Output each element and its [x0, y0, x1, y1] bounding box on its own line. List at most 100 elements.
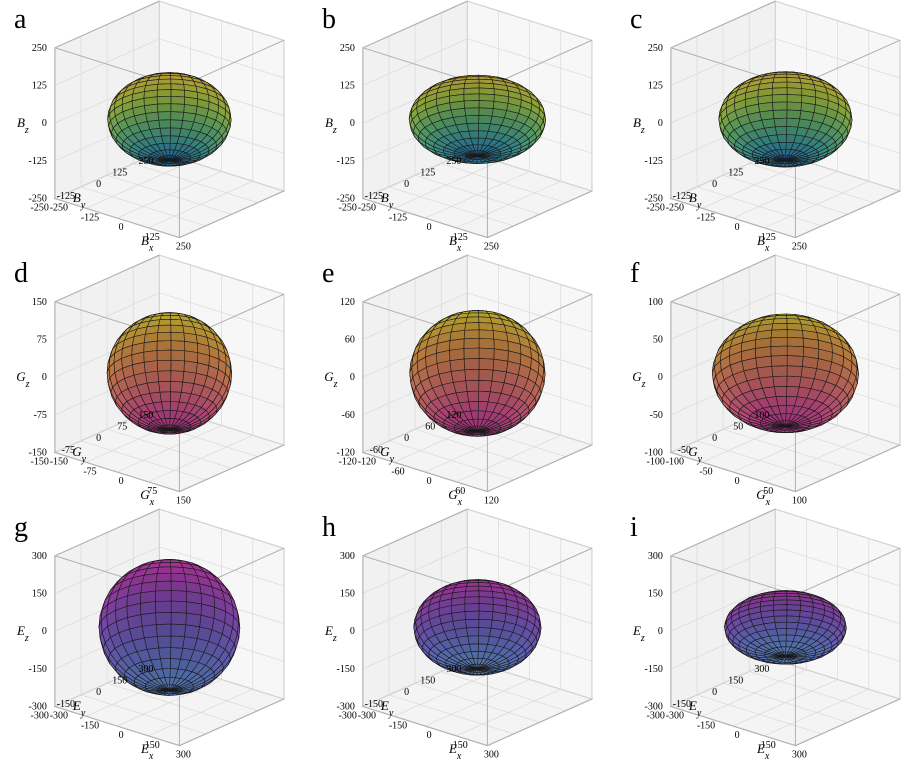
svg-text:0: 0 — [427, 730, 432, 741]
svg-text:300: 300 — [176, 750, 191, 761]
panel-label: f — [630, 258, 639, 290]
svg-text:75: 75 — [37, 334, 47, 345]
panel-svg: -250-1250125250-250-1250125250-250-12501… — [0, 0, 308, 254]
svg-text:-250: -250 — [358, 202, 376, 213]
svg-text:0: 0 — [350, 118, 355, 129]
panel-svg: -250-1250125250-250-1250125250-250-12501… — [616, 0, 924, 254]
svg-text:0: 0 — [712, 179, 717, 190]
svg-text:-250: -250 — [337, 193, 355, 204]
panel-svg: -100-50050100-100-50050100-100-50050100G… — [616, 254, 924, 508]
panel-e: e-120-60060120-120-60060120-120-60060120… — [308, 254, 616, 508]
svg-text:-120: -120 — [358, 456, 376, 467]
svg-text:250: 250 — [138, 156, 153, 167]
svg-text:0: 0 — [404, 433, 409, 444]
svg-text:-120: -120 — [337, 447, 355, 458]
svg-text:125: 125 — [648, 80, 663, 91]
svg-text:125: 125 — [340, 80, 355, 91]
svg-text:0: 0 — [712, 433, 717, 444]
svg-text:0: 0 — [735, 476, 740, 487]
svg-text:75: 75 — [117, 422, 127, 433]
svg-text:60: 60 — [345, 334, 355, 345]
svg-text:250: 250 — [754, 156, 769, 167]
svg-text:125: 125 — [420, 168, 435, 179]
svg-text:-150: -150 — [81, 720, 99, 731]
panel-g: g-300-1500150300-300-1500150300-300-1500… — [0, 508, 308, 762]
panel-svg: -300-1500150300-300-1500150300-300-15001… — [308, 508, 616, 762]
svg-text:100: 100 — [754, 410, 769, 421]
svg-text:Gz: Gz — [16, 369, 29, 390]
svg-text:-100: -100 — [645, 447, 663, 458]
panel-svg: -120-60060120-120-60060120-120-60060120G… — [308, 254, 616, 508]
panel-c: c-250-1250125250-250-1250125250-250-1250… — [616, 0, 924, 254]
panel-i: i-300-1500150300-300-1500150300-300-1500… — [616, 508, 924, 762]
svg-text:-125: -125 — [29, 156, 47, 167]
svg-text:300: 300 — [138, 664, 153, 675]
panel-svg: -300-1500150300-300-1500150300-300-15001… — [616, 508, 924, 762]
svg-text:-250: -250 — [29, 193, 47, 204]
svg-text:300: 300 — [32, 551, 47, 562]
svg-text:Bz: Bz — [633, 115, 645, 136]
svg-text:0: 0 — [658, 118, 663, 129]
panel-h: h-300-1500150300-300-1500150300-300-1500… — [308, 508, 616, 762]
svg-text:-250: -250 — [666, 202, 684, 213]
panel-a: a-250-1250125250-250-1250125250-250-1250… — [0, 0, 308, 254]
svg-text:0: 0 — [119, 222, 124, 233]
svg-text:0: 0 — [42, 626, 47, 637]
svg-text:120: 120 — [340, 297, 355, 308]
svg-text:Gz: Gz — [632, 369, 645, 390]
svg-text:0: 0 — [350, 626, 355, 637]
svg-text:-125: -125 — [337, 156, 355, 167]
svg-text:-75: -75 — [83, 466, 96, 477]
svg-text:150: 150 — [138, 410, 153, 421]
panel-label: a — [14, 4, 26, 36]
svg-text:150: 150 — [32, 297, 47, 308]
svg-text:150: 150 — [176, 496, 191, 507]
figure-grid: a -250 -125 0 125 250 -250 -125 0 125 250 -250 -125 0… — [0, 0, 924, 762]
svg-text:-60: -60 — [342, 410, 355, 421]
svg-text:-300: -300 — [337, 701, 355, 712]
svg-text:250: 250 — [648, 43, 663, 54]
svg-text:-150: -150 — [29, 447, 47, 458]
svg-text:150: 150 — [32, 588, 47, 599]
panel-f: f-100-50050100-100-50050100-100-50050100… — [616, 254, 924, 508]
svg-text:0: 0 — [96, 687, 101, 698]
svg-text:0: 0 — [119, 476, 124, 487]
svg-text:-300: -300 — [29, 701, 47, 712]
svg-text:Bz: Bz — [17, 115, 29, 136]
svg-text:0: 0 — [735, 222, 740, 233]
svg-text:250: 250 — [792, 242, 807, 253]
panel-label: i — [630, 512, 638, 544]
svg-text:-100: -100 — [666, 456, 684, 467]
svg-text:0: 0 — [42, 118, 47, 129]
panel-b: b-250-1250125250-250-1250125250-250-1250… — [308, 0, 616, 254]
svg-text:250: 250 — [340, 43, 355, 54]
svg-text:125: 125 — [728, 168, 743, 179]
svg-text:0: 0 — [119, 730, 124, 741]
svg-text:-50: -50 — [650, 410, 663, 421]
svg-text:250: 250 — [176, 242, 191, 253]
svg-text:0: 0 — [96, 179, 101, 190]
svg-text:-300: -300 — [358, 710, 376, 721]
svg-text:-150: -150 — [29, 664, 47, 675]
svg-text:0: 0 — [658, 372, 663, 383]
svg-text:300: 300 — [446, 664, 461, 675]
svg-text:Gz: Gz — [324, 369, 337, 390]
svg-text:-250: -250 — [50, 202, 68, 213]
svg-text:0: 0 — [404, 687, 409, 698]
svg-text:-50: -50 — [699, 466, 712, 477]
panel-label: g — [14, 512, 28, 544]
svg-text:-125: -125 — [389, 212, 407, 223]
svg-text:50: 50 — [653, 334, 663, 345]
svg-text:0: 0 — [42, 372, 47, 383]
svg-text:150: 150 — [112, 676, 127, 687]
panel-svg: -300-1500150300-300-1500150300-300-15001… — [0, 508, 308, 762]
panel-svg: -250-1250125250-250-1250125250-250-12501… — [308, 0, 616, 254]
svg-text:250: 250 — [32, 43, 47, 54]
panel-label: h — [322, 512, 336, 544]
svg-text:300: 300 — [340, 551, 355, 562]
svg-text:-150: -150 — [50, 456, 68, 467]
svg-text:-150: -150 — [389, 720, 407, 731]
svg-text:-60: -60 — [391, 466, 404, 477]
svg-text:0: 0 — [350, 372, 355, 383]
panel-label: d — [14, 258, 28, 290]
